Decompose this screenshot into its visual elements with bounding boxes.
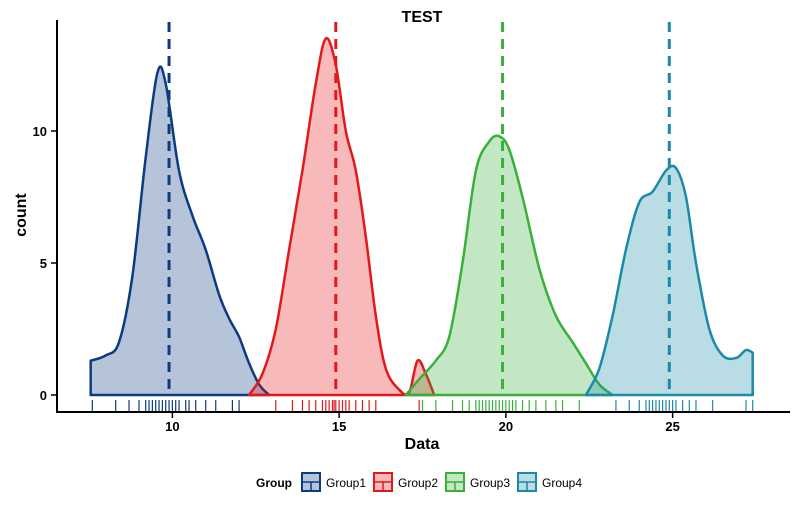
chart-title: TEST (402, 9, 443, 26)
plot-area (89, 22, 754, 411)
x-tick-label: 15 (332, 419, 346, 434)
legend-label-group4: Group4 (542, 476, 582, 490)
legend-title: Group (256, 476, 292, 490)
y-tick-label: 5 (40, 256, 47, 271)
legend-label-group2: Group2 (398, 476, 438, 490)
legend-label-group1: Group1 (326, 476, 366, 490)
legend: Group Group1 Group2 Group3 Group4 (256, 472, 582, 492)
density-line-group1 (89, 65, 271, 397)
density-line-group4 (584, 164, 754, 397)
y-tick-label: 0 (40, 388, 47, 403)
x-axis-title: Data (405, 436, 440, 453)
x-tick-label: 25 (665, 419, 679, 434)
y-axis-title: count (13, 193, 30, 237)
axes (56, 20, 790, 413)
y-tick-label: 10 (33, 124, 47, 139)
ticks: 10 15 20 25 0 5 10 (33, 124, 680, 434)
density-area-group3 (405, 135, 613, 395)
x-tick-label: 10 (165, 419, 179, 434)
density-area-group1 (90, 66, 270, 396)
legend-label-group3: Group3 (470, 476, 510, 490)
density-area-group2 (249, 38, 435, 396)
x-tick-label: 20 (499, 419, 513, 434)
density-line-group3 (404, 134, 614, 397)
